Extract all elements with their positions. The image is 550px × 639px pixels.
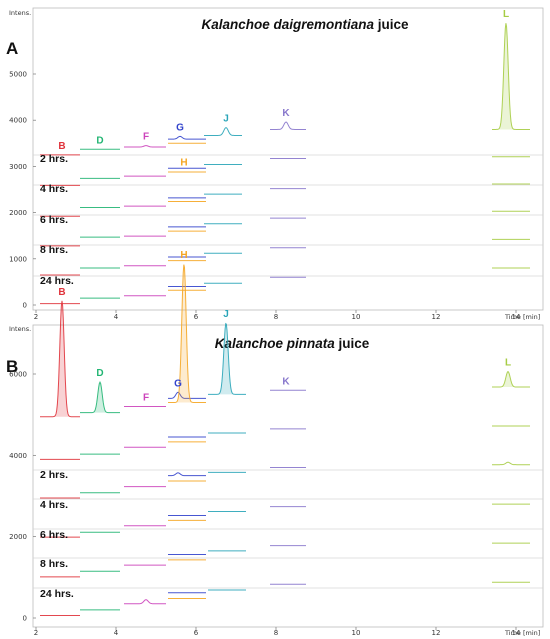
panel-a-time-label: 4 hrs. <box>40 183 68 195</box>
panel-a-peak-label-G: G <box>176 122 184 133</box>
panel-a-peak-label-F: F <box>143 132 149 143</box>
panel-b-peak-label-J: J <box>223 309 229 320</box>
panel-a-letter: A <box>6 39 18 58</box>
panel-a-time-label: 8 hrs. <box>40 244 68 256</box>
panel-b-x-axis-label: Time [min] <box>504 629 540 637</box>
panel-a-x-ticks: 2 4 6 8 10 12 14 <box>34 310 521 321</box>
panel-a-peak-label-J: J <box>223 114 229 125</box>
panel-a-x-tick-label: 12 <box>432 313 441 321</box>
panel-a-frame <box>32 7 544 311</box>
panel-a-time-label: 6 hrs. <box>40 214 68 226</box>
panel-b-peak-J-fill <box>208 323 246 395</box>
panel-b-x-tick-label: 14 <box>512 629 521 637</box>
panel-a-title-species: Kalanchoe daigremontiana <box>201 17 374 32</box>
panel-b-x-tick-label: 10 <box>352 629 361 637</box>
panel-b-y-tick-label: 4000 <box>9 452 27 460</box>
panel-b-peak-D-fill <box>80 382 120 413</box>
panel-a-y-tick-label: 0 <box>23 302 27 310</box>
panel-b-x-tick-label: 8 <box>274 629 278 637</box>
panel-b-trace-J-run-0 <box>208 322 246 395</box>
panel-b-x-tick-label: 4 <box>114 629 119 637</box>
panel-a-peak-label-L: L <box>503 9 509 20</box>
panel-b-y-axis-label: Intens. <box>9 325 31 333</box>
panel-b-time-label: 2 hrs. <box>40 469 68 481</box>
panel-a-x-tick-label: 2 <box>34 313 38 321</box>
panel-b-letter: B <box>6 357 18 376</box>
panel-a-x-tick-label: 4 <box>114 313 119 321</box>
panel-b-time-label: 8 hrs. <box>40 558 68 570</box>
panel-b-peak-B-fill <box>40 300 80 417</box>
panel-b-peak-label-H: H <box>180 250 187 261</box>
panel-b-time-label: 6 hrs. <box>40 529 68 541</box>
panel-b-frame <box>32 324 544 628</box>
panel-a-y-tick-label: 5000 <box>9 71 27 79</box>
panel-a-x-tick-label: 8 <box>274 313 278 321</box>
panel-a-title: Kalanchoe daigremontiana juice <box>201 17 409 32</box>
panel-a-peak-label-K: K <box>282 108 290 119</box>
panel-b-y-tick-label: 2000 <box>9 533 27 541</box>
panel-a-time-label: 24 hrs. <box>40 275 74 287</box>
panel-b-time-label: 4 hrs. <box>40 499 68 511</box>
panel-b-trace-H-run-0 <box>168 264 206 403</box>
panel-a: A Intens. Time [min] Kalanchoe daigremon… <box>6 7 544 321</box>
panel-a-x-tick-label: 14 <box>512 313 521 321</box>
panel-b-separators <box>33 469 543 589</box>
panel-a-trace-K-run-0 <box>270 121 306 130</box>
panel-a-trace-F-run-0 <box>124 145 166 148</box>
panel-b-x-tick-label: 12 <box>432 629 441 637</box>
panel-b-trace-L-run-0 <box>492 370 530 388</box>
panel-b-trace-D-run-0 <box>80 380 120 414</box>
panel-a-trace-J-run-0 <box>204 127 242 136</box>
panel-b-peak-H-fill <box>168 264 206 403</box>
panel-b-title: Kalanchoe pinnata juice <box>215 336 370 351</box>
panel-b-peak-label-K: K <box>282 376 290 387</box>
panel-a-peak-label-D: D <box>96 135 103 146</box>
panel-b-title-suffix: juice <box>335 336 370 351</box>
panel-b-trace-L-run-2 <box>492 461 530 466</box>
panel-a-peak-label-H: H <box>180 157 187 168</box>
panel-b-peak-labels: B D F G H J K L <box>58 250 511 403</box>
panel-b-time-labels: 2 hrs. 4 hrs. 6 hrs. 8 hrs. 24 hrs. <box>40 469 74 600</box>
panel-a-x-axis-label: Time [min] <box>504 313 540 321</box>
panel-a-x-tick-label: 6 <box>194 313 199 321</box>
panel-a-y-ticks: 0 1000 2000 3000 4000 5000 <box>9 71 36 310</box>
panel-b-x-tick-label: 6 <box>194 629 199 637</box>
panel-a-y-axis-label: Intens. <box>9 9 31 17</box>
panel-a-trace-L-run-0 <box>492 23 530 130</box>
panel-a-traces <box>40 23 530 305</box>
panel-a-trace-G-run-0 <box>168 135 206 140</box>
panel-b-peak-L-fill <box>492 371 530 388</box>
panel-a-y-tick-label: 2000 <box>9 209 27 217</box>
panel-b-y-tick-label: 6000 <box>9 371 27 379</box>
panel-a-y-tick-label: 3000 <box>9 163 27 171</box>
panel-b-trace-G-run-2 <box>168 472 206 477</box>
panel-a-peak-label-B: B <box>58 141 65 152</box>
panel-b-peak-label-F: F <box>143 393 149 404</box>
panel-a-peak-labels: B D F G H J K L <box>58 9 509 168</box>
panel-b-title-species: Kalanchoe pinnata <box>215 336 336 351</box>
panel-b-peak-label-L: L <box>505 358 511 369</box>
panel-b-time-label: 24 hrs. <box>40 588 74 600</box>
panel-b-trace-G-run-0 <box>168 391 206 399</box>
panel-b-peak-label-B: B <box>58 287 65 298</box>
panel-b-trace-B-run-0 <box>40 300 80 418</box>
panel-b-x-ticks: 2 4 6 8 10 12 14 <box>34 627 521 637</box>
panel-b: B Intens. Time [min] Kalanchoe pinnata j… <box>6 250 544 637</box>
panel-b-trace-F-run-5 <box>124 599 166 605</box>
panel-a-time-labels: 2 hrs. 4 hrs. 6 hrs. 8 hrs. 24 hrs. <box>40 153 74 287</box>
panel-a-separators <box>33 154 543 277</box>
panel-b-y-tick-label: 0 <box>23 615 27 623</box>
panel-a-y-tick-label: 1000 <box>9 255 27 263</box>
panel-b-peak-label-D: D <box>96 368 103 379</box>
panel-b-x-tick-label: 2 <box>34 629 38 637</box>
panel-a-y-tick-label: 4000 <box>9 117 27 125</box>
panel-b-peak-label-G: G <box>174 378 182 389</box>
panel-a-x-tick-label: 10 <box>352 313 361 321</box>
panel-a-time-label: 2 hrs. <box>40 153 68 165</box>
panel-b-traces <box>40 264 530 617</box>
panel-a-title-suffix: juice <box>374 17 409 32</box>
panel-b-y-ticks: 0 2000 4000 6000 <box>9 371 36 623</box>
